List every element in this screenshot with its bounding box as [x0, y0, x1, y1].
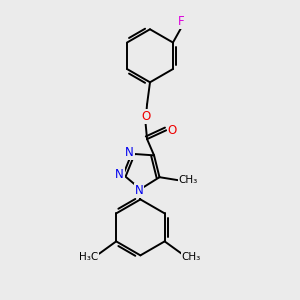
Text: CH₃: CH₃: [178, 175, 198, 185]
Text: O: O: [167, 124, 177, 137]
Text: H₃C: H₃C: [79, 252, 98, 262]
Text: N: N: [135, 184, 143, 197]
Text: O: O: [141, 110, 150, 123]
Text: N: N: [115, 168, 124, 181]
Text: CH₃: CH₃: [182, 252, 201, 262]
Text: F: F: [178, 15, 184, 28]
Text: N: N: [125, 146, 134, 159]
